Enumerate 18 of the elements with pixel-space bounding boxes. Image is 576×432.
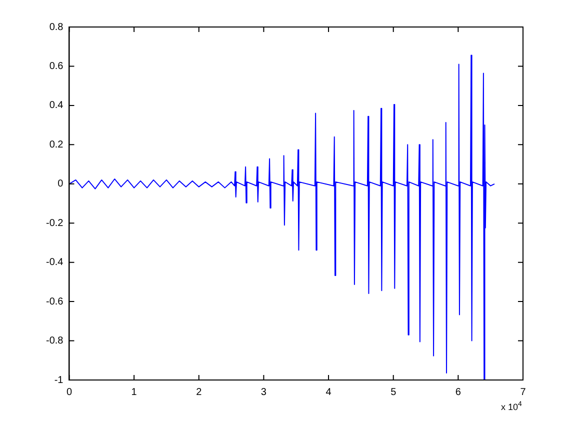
- y-tick-label: 0.8: [49, 22, 64, 33]
- x-tick-label: 6: [455, 386, 462, 398]
- y-tick-label: 0.4: [49, 100, 64, 112]
- x-tick-label: 0: [66, 386, 72, 398]
- x-tick-label: 3: [260, 386, 267, 398]
- y-tick-label: 0.6: [49, 60, 64, 72]
- x-tick-label: 4: [326, 386, 332, 398]
- y-tick-label: 0: [58, 178, 64, 190]
- y-tick-label: 0.2: [49, 139, 64, 150]
- y-tick-label: -0.4: [46, 257, 64, 268]
- x-tick-label: 5: [390, 386, 397, 398]
- y-tick-label: -0.6: [46, 296, 64, 308]
- y-tick-label: -0.8: [46, 336, 64, 347]
- x-tick-label: 2: [196, 386, 202, 398]
- x-tick-label: 1: [131, 386, 138, 398]
- y-tick-label: -0.2: [46, 218, 64, 229]
- x-tick-label: 7: [520, 386, 526, 398]
- y-tick-label: -1: [54, 374, 64, 386]
